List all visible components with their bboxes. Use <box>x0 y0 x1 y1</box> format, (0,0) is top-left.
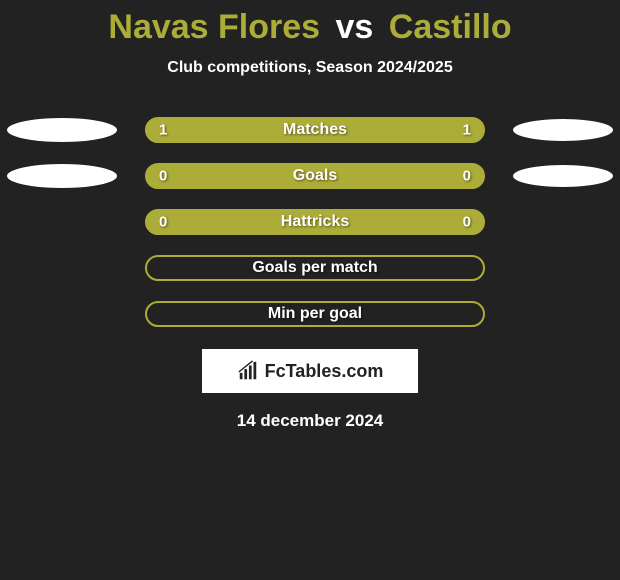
bar-chart-icon <box>237 360 259 382</box>
page-title: Navas Flores vs Castillo <box>108 8 511 47</box>
stat-value-left: 0 <box>159 214 167 231</box>
stat-label: Goals <box>293 167 337 185</box>
stat-bar: Goals per match <box>145 255 485 281</box>
right-ellipse <box>513 165 613 187</box>
stat-bar: Min per goal <box>145 301 485 327</box>
player1-name: Navas Flores <box>108 8 320 46</box>
stat-row: 0 Goals 0 <box>0 163 620 189</box>
stat-bar: 1 Matches 1 <box>145 117 485 143</box>
date-label: 14 december 2024 <box>237 411 384 431</box>
right-ellipse <box>513 119 613 141</box>
stat-row: 1 Matches 1 <box>0 117 620 143</box>
stat-label: Matches <box>283 121 347 139</box>
left-ellipse <box>7 118 117 142</box>
player2-name: Castillo <box>389 8 512 46</box>
right-spacer <box>513 211 613 233</box>
stat-label: Min per goal <box>268 305 362 323</box>
logo-text: FcTables.com <box>265 361 384 382</box>
stat-value-right: 1 <box>463 122 471 139</box>
subtitle: Club competitions, Season 2024/2025 <box>167 59 452 77</box>
stat-value-left: 1 <box>159 122 167 139</box>
stat-value-right: 0 <box>463 214 471 231</box>
stats-rows: 1 Matches 1 0 Goals 0 0 Hattricks 0 Goals per mat… <box>0 117 620 327</box>
stat-value-right: 0 <box>463 168 471 185</box>
stat-value-left: 0 <box>159 168 167 185</box>
right-spacer <box>513 257 613 279</box>
left-spacer <box>7 256 117 280</box>
vs-label: vs <box>336 8 374 46</box>
stat-row: 0 Hattricks 0 <box>0 209 620 235</box>
stat-row: Goals per match <box>0 255 620 281</box>
comparison-card: Navas Flores vs Castillo Club competitio… <box>0 0 620 431</box>
left-spacer <box>7 302 117 326</box>
left-spacer <box>7 210 117 234</box>
stat-bar: 0 Goals 0 <box>145 163 485 189</box>
left-ellipse <box>7 164 117 188</box>
logo-badge: FcTables.com <box>202 349 418 393</box>
stat-bar: 0 Hattricks 0 <box>145 209 485 235</box>
right-spacer <box>513 303 613 325</box>
stat-label: Goals per match <box>252 259 377 277</box>
stat-label: Hattricks <box>281 213 349 231</box>
stat-row: Min per goal <box>0 301 620 327</box>
